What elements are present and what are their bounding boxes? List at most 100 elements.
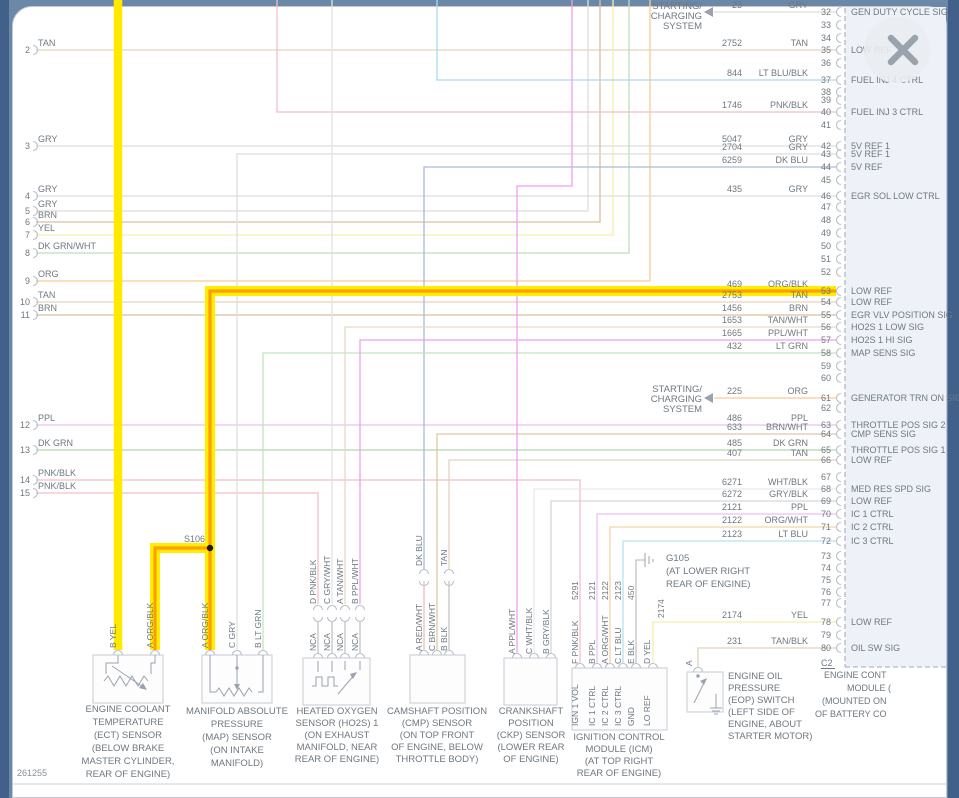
ecm-wire-number: 2123	[722, 529, 742, 539]
component-caption: CHARGING	[651, 394, 702, 405]
ecm-wire-number: 435	[727, 184, 742, 194]
component-symbol	[312, 676, 338, 687]
connector-bump	[617, 662, 629, 669]
ecm-pin-number: 73	[821, 551, 831, 561]
connector-bump	[835, 444, 842, 456]
vertical-wire-label: C GRY/WHT	[322, 556, 332, 604]
ecm-pin-number: 68	[821, 484, 831, 494]
ecm-pin-number: 38	[821, 87, 831, 97]
vertical-wire-label: F PNK/BLK	[570, 620, 580, 664]
ecm-pin-number: 40	[821, 107, 831, 117]
component-caption: MODULE (ICM)	[585, 744, 652, 755]
component-caption: THROTTLE BODY)	[396, 754, 479, 765]
ecm-signal-label: MAP SENS SIG	[851, 348, 915, 358]
ecm-signal-label: 5V REF 1	[851, 141, 890, 151]
ecm-wire-color: BRN/WHT	[766, 422, 808, 432]
vertical-wire-label: NCA	[322, 633, 332, 651]
left-wire-color: BRN	[38, 303, 57, 313]
ecm-signal-label: GEN DUTY CYCLE SIG	[851, 7, 948, 17]
ecm-pin-number: 43	[821, 149, 831, 159]
wire	[423, 166, 836, 570]
component-symbol	[103, 675, 149, 687]
ecm-signal-label: HO2S 1 LOW SIG	[851, 322, 924, 332]
ecm-wire-number: 1746	[722, 100, 742, 110]
vertical-wire-label: DK BLU	[414, 535, 424, 566]
ecm-wire-number: 2121	[722, 502, 742, 512]
wire	[436, 0, 836, 81]
connector-bump	[835, 44, 842, 56]
left-wire-color: PPL	[38, 413, 55, 423]
component-caption: SYSTEM	[663, 21, 702, 32]
ecm-pin-number: 37	[821, 75, 831, 85]
ecm-wire-number: 2752	[722, 38, 742, 48]
ecm-wire-number: 2122	[722, 515, 742, 525]
ecm-signal-label: 5V REF	[851, 162, 883, 172]
connector-bump	[312, 652, 324, 659]
component-caption: ENGINE COOLANT	[86, 704, 171, 715]
connector-bump	[835, 321, 842, 333]
ecm-pin-number: 63	[821, 420, 831, 430]
inline-connector	[418, 580, 430, 587]
vertical-wire-label: D YEL	[642, 639, 652, 664]
component-caption: (AT LOWER RIGHT	[666, 566, 750, 577]
ecm-signal-label: THROTTLE POS SIG 2	[851, 420, 946, 430]
ecm-signal-label: FUEL INJ 3 CTRL	[851, 107, 923, 117]
ecm-pin-number: 36	[821, 58, 831, 68]
close-button[interactable]	[864, 17, 930, 83]
connector-bump	[835, 161, 842, 173]
vertical-wire-label: A	[684, 660, 694, 666]
ecm-pin-number: 48	[821, 215, 831, 225]
component-symbol-arrowhead	[234, 684, 240, 690]
connector-bump	[835, 454, 842, 466]
vertical-wire-label: LO REF	[642, 695, 652, 726]
component-caption: G105	[666, 553, 689, 564]
connector-bump	[574, 662, 586, 669]
left-pin-number: 8	[25, 248, 30, 258]
ecm-wire-number: 1653	[722, 315, 742, 325]
ecm-wire-number: 844	[727, 68, 742, 78]
connector-bump	[32, 419, 39, 431]
connector-bump	[32, 444, 39, 456]
connector-bump	[32, 296, 39, 308]
component-caption: (ON EXHAUST	[305, 730, 370, 741]
ecm-wire-number: 469	[727, 279, 742, 289]
vertical-wire-label: NCA	[350, 633, 360, 651]
connector-bump	[339, 652, 351, 659]
connector-bump	[835, 190, 842, 202]
wire	[236, 153, 836, 650]
component-caption: CRANKSHAFT	[499, 706, 564, 717]
connector-bump	[835, 266, 842, 278]
connector-bump	[835, 227, 842, 239]
vertical-wire-label: 2121	[587, 581, 597, 600]
wire	[550, 500, 836, 653]
wire	[36, 0, 630, 254]
inline-connector	[312, 616, 324, 623]
ecm-pin-number: 74	[821, 563, 831, 573]
connector-bump	[835, 285, 842, 297]
ecm-signal-label: LOW REF	[851, 455, 893, 465]
left-pin-number: 2	[25, 45, 30, 55]
vertical-wire-label: E BLK	[626, 640, 636, 664]
connector-bump	[835, 309, 842, 321]
ecm-pin-number: 79	[821, 630, 831, 640]
left-pin-number: 13	[20, 445, 30, 455]
ecm-pin-number: 62	[821, 403, 831, 413]
ecm-signal-label: IC 1 CTRL	[851, 509, 894, 519]
ecm-pin-number: 34	[821, 33, 831, 43]
left-pin-number: 12	[20, 420, 30, 430]
connector-bump	[835, 74, 842, 86]
connector-bump	[835, 428, 842, 440]
ecm-signal-label: LOW REF	[851, 286, 893, 296]
connector-bump	[257, 649, 269, 656]
ecm-wire-number: 486	[727, 413, 742, 423]
ecm-signal-label: LOW REF	[851, 496, 893, 506]
wire	[276, 0, 836, 113]
connector-bump	[835, 19, 842, 31]
connector-bump	[835, 119, 842, 131]
inline-connector	[339, 616, 351, 623]
wire	[36, 0, 601, 223]
ecm-caption: ENGINE CONT	[824, 670, 887, 680]
ecm-pin-number: 58	[821, 348, 831, 358]
ecm-signal-label: MED RES SPD SIG	[851, 484, 931, 494]
connector-bump	[835, 347, 842, 359]
